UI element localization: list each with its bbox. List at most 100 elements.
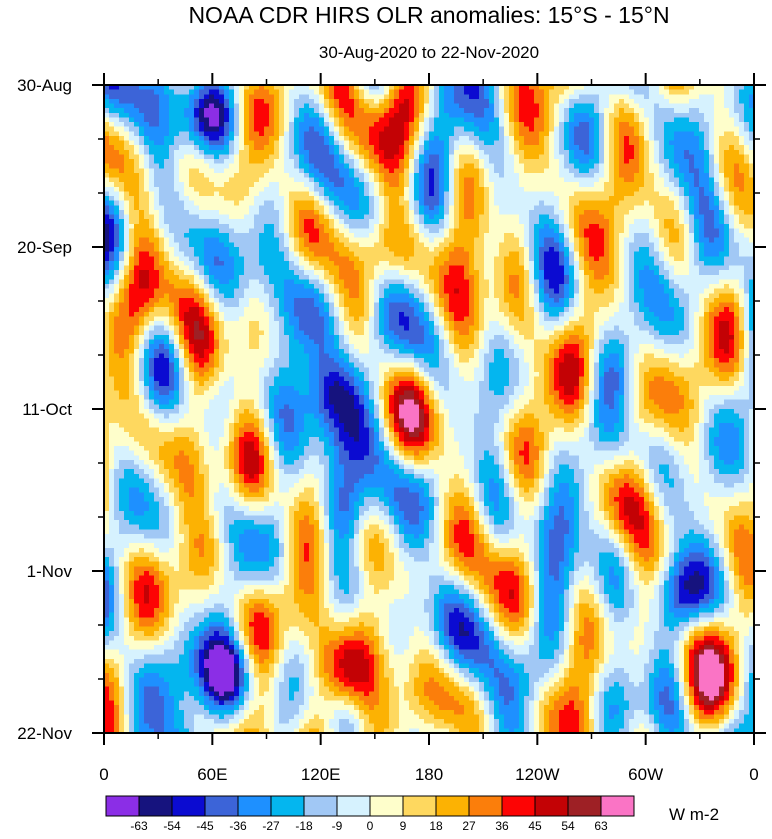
field-cell xyxy=(624,251,630,257)
field-cell xyxy=(264,85,275,91)
field-cell xyxy=(729,200,735,206)
field-cell xyxy=(289,117,295,123)
field-cell xyxy=(409,214,415,220)
field-cell xyxy=(664,284,670,290)
field-cell xyxy=(394,399,400,405)
field-cell xyxy=(559,362,580,368)
field-cell xyxy=(309,371,320,378)
field-cell xyxy=(394,339,410,345)
field-cell xyxy=(219,325,225,331)
field-cell xyxy=(124,163,135,169)
field-cell xyxy=(534,279,540,285)
field-cell xyxy=(639,385,645,392)
field-cell xyxy=(369,385,375,392)
field-cell xyxy=(274,163,285,169)
field-cell xyxy=(569,168,580,174)
field-cell xyxy=(359,94,365,100)
field-cell xyxy=(504,274,510,280)
field-cell xyxy=(189,362,195,368)
field-cell xyxy=(519,293,525,299)
field-cell xyxy=(174,89,190,95)
field-cell xyxy=(424,177,430,183)
field-cell xyxy=(524,404,550,410)
field-cell xyxy=(544,362,550,368)
field-cell xyxy=(524,242,530,248)
field-cell xyxy=(349,311,365,318)
field-cell xyxy=(559,205,570,211)
field-cell xyxy=(534,381,545,387)
field-cell xyxy=(624,279,630,285)
field-cell xyxy=(214,316,220,322)
field-cell xyxy=(714,177,720,183)
field-cell xyxy=(709,311,720,318)
field-cell xyxy=(414,223,420,230)
field-cell xyxy=(374,191,380,197)
field-cell xyxy=(609,159,615,165)
field-cell xyxy=(624,149,635,156)
field-cell xyxy=(324,325,330,331)
field-cell xyxy=(424,140,430,146)
field-cell xyxy=(169,154,175,160)
field-cell xyxy=(279,307,285,313)
field-cell xyxy=(334,293,340,299)
field-cell xyxy=(674,371,715,378)
field-cell xyxy=(294,131,300,137)
field-cell xyxy=(454,191,460,197)
field-cell xyxy=(234,385,260,392)
field-cell xyxy=(119,112,130,118)
field-cell xyxy=(604,182,615,188)
field-cell xyxy=(434,103,440,109)
field-cell xyxy=(619,302,630,308)
field-cell xyxy=(294,270,305,276)
field-cell xyxy=(454,205,460,211)
field-cell xyxy=(419,131,425,137)
field-cell xyxy=(649,149,655,156)
field-cell xyxy=(374,330,380,336)
field-cell xyxy=(474,247,485,253)
field-cell xyxy=(244,131,250,137)
field-cell xyxy=(204,293,210,299)
field-cell xyxy=(229,177,260,183)
field-cell xyxy=(424,154,430,160)
field-cell xyxy=(459,223,480,230)
field-cell xyxy=(429,371,450,378)
field-cell xyxy=(709,330,715,336)
field-cell xyxy=(444,316,450,322)
field-cell xyxy=(309,358,320,364)
field-cell xyxy=(629,344,640,350)
field-cell xyxy=(279,367,310,373)
field-cell xyxy=(484,191,490,197)
field-cell xyxy=(599,339,610,345)
field-cell xyxy=(484,256,495,262)
field-cell xyxy=(344,325,350,331)
field-cell xyxy=(334,404,355,410)
field-cell xyxy=(534,311,540,318)
field-cell xyxy=(174,154,185,160)
field-cell xyxy=(539,85,555,91)
field-cell xyxy=(114,297,120,304)
field-cell xyxy=(454,149,480,156)
field-cell xyxy=(704,112,715,118)
field-cell xyxy=(524,149,545,156)
field-cell xyxy=(439,135,450,142)
field-cell xyxy=(384,149,400,156)
field-cell xyxy=(439,293,450,299)
field-cell xyxy=(644,288,665,294)
field-cell xyxy=(349,390,355,396)
field-cell xyxy=(294,219,300,225)
field-cell xyxy=(434,85,440,91)
field-cell xyxy=(374,334,385,341)
field-cell xyxy=(554,126,560,132)
field-cell xyxy=(439,108,445,114)
field-cell xyxy=(419,196,425,202)
field-cell xyxy=(114,307,120,313)
field-cell xyxy=(389,302,410,308)
field-cell xyxy=(739,163,750,169)
field-cell xyxy=(564,256,570,262)
field-cell xyxy=(229,126,235,132)
field-cell xyxy=(119,247,125,253)
field-cell xyxy=(309,172,315,179)
field-cell xyxy=(624,381,630,387)
field-cell xyxy=(319,196,325,202)
field-cell xyxy=(319,344,325,350)
